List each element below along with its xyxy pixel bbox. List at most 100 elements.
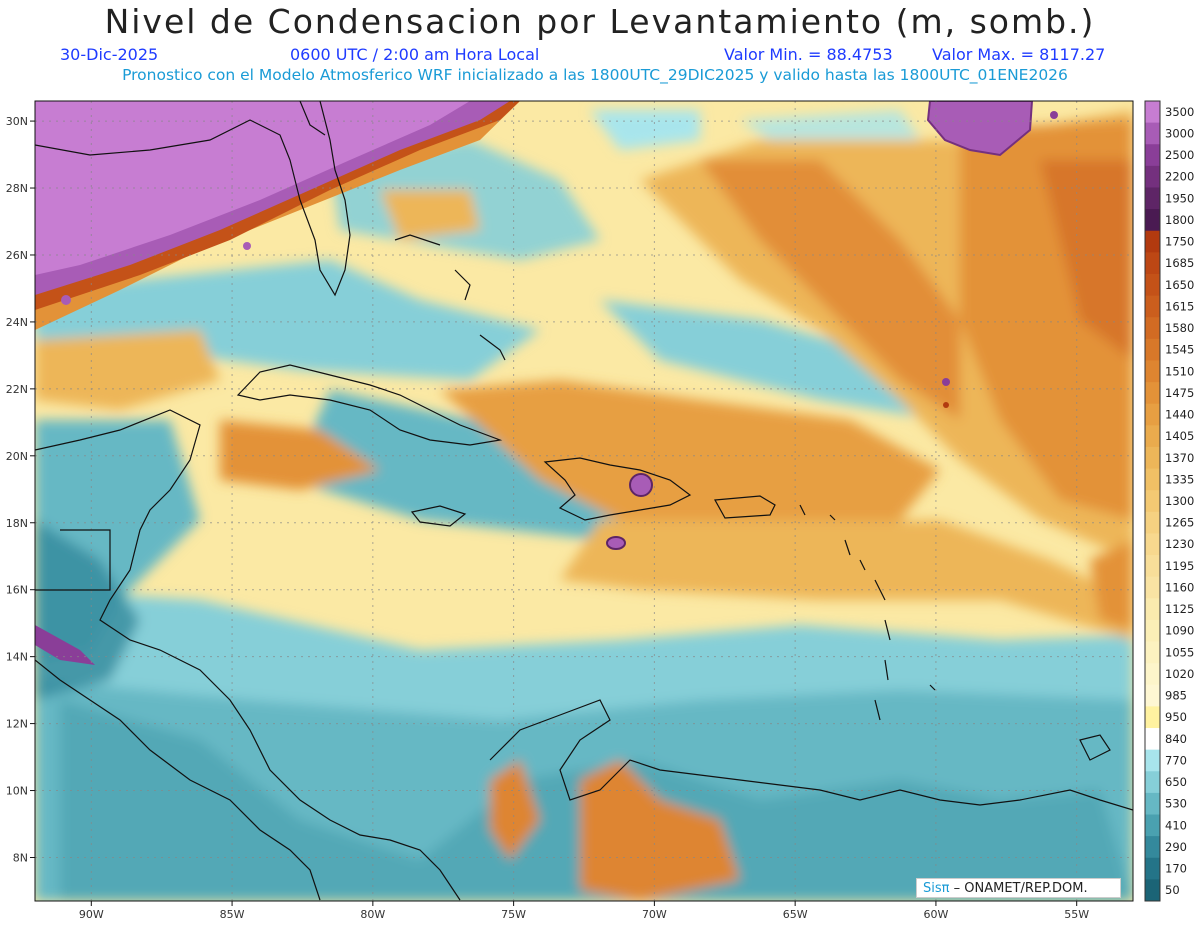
- lcl-shaded-field: [35, 101, 1133, 901]
- lat-tick-label: 8N: [13, 851, 28, 864]
- legend-label: 1685: [1165, 256, 1194, 270]
- legend-label: 1475: [1165, 386, 1194, 400]
- lat-tick-label: 22N: [6, 383, 28, 396]
- lat-tick-label: 18N: [6, 517, 28, 530]
- legend-label: 1125: [1165, 602, 1194, 616]
- legend-swatch: [1145, 684, 1160, 707]
- legend-label: 1750: [1165, 235, 1194, 249]
- legend-swatch: [1145, 209, 1160, 232]
- legend-label: 50: [1165, 883, 1180, 897]
- sispi-logo: Sisπ: [923, 881, 950, 896]
- legend-label: 410: [1165, 818, 1187, 832]
- legend-swatch: [1145, 814, 1160, 837]
- legend-label: 3000: [1165, 126, 1194, 140]
- legend-swatch: [1145, 749, 1160, 772]
- legend-label: 170: [1165, 862, 1187, 876]
- legend-label: 1650: [1165, 278, 1194, 292]
- lon-tick-label: 55W: [1064, 908, 1089, 921]
- legend-swatch: [1145, 187, 1160, 210]
- legend-swatch: [1145, 792, 1160, 816]
- legend-swatch: [1145, 555, 1160, 578]
- longitude-axis: 90W 85W 80W 75W 70W 65W 60W 55W: [79, 901, 1089, 921]
- legend-label: 1950: [1165, 191, 1194, 205]
- lat-tick-label: 30N: [6, 115, 28, 128]
- legend-swatch: [1145, 836, 1160, 859]
- legend-swatch: [1145, 468, 1160, 491]
- map-frame: [34, 100, 1134, 902]
- lon-tick-label: 65W: [783, 908, 808, 921]
- lat-tick-label: 12N: [6, 718, 28, 731]
- legend-swatch: [1145, 403, 1160, 426]
- date-label: 30-Dic-2025: [60, 45, 159, 64]
- legend-swatch: [1145, 230, 1160, 253]
- credit-box: Sisπ – ONAMET/REP.DOM.: [916, 878, 1121, 898]
- legend-label: 1545: [1165, 343, 1194, 357]
- legend-label: 1335: [1165, 472, 1194, 486]
- legend-label: 3500: [1165, 105, 1194, 119]
- legend-swatch: [1145, 771, 1160, 794]
- legend-swatch: [1145, 511, 1160, 534]
- latitude-axis: 30N 28N 26N 24N 22N 20N 18N 16N 14N 12N 10N 8N: [6, 115, 35, 864]
- legend-swatch: [1145, 144, 1160, 167]
- lon-tick-label: 60W: [923, 908, 948, 921]
- legend-swatch: [1145, 879, 1160, 902]
- legend-swatch: [1145, 663, 1160, 686]
- credit-separator: –: [953, 881, 965, 896]
- lon-tick-label: 90W: [79, 908, 104, 921]
- legend-label: 290: [1165, 840, 1187, 854]
- legend-swatch: [1145, 728, 1160, 751]
- lat-tick-label: 24N: [6, 316, 28, 329]
- graticule: [35, 101, 1133, 901]
- legend-label: 2500: [1165, 148, 1194, 162]
- lat-tick-label: 26N: [6, 249, 28, 262]
- min-value-label: Valor Min. = 88.4753: [724, 45, 893, 64]
- legend-label: 1300: [1165, 494, 1194, 508]
- legend-swatch: [1145, 641, 1160, 664]
- legend-label: 650: [1165, 775, 1187, 789]
- lat-tick-label: 28N: [6, 182, 28, 195]
- legend-swatch: [1145, 490, 1160, 513]
- lat-tick-label: 14N: [6, 651, 28, 664]
- legend-label: 1405: [1165, 429, 1194, 443]
- lon-tick-label: 75W: [501, 908, 526, 921]
- lat-tick-label: 20N: [6, 450, 28, 463]
- legend-label: 1265: [1165, 516, 1194, 530]
- legend-swatch: [1145, 295, 1160, 318]
- forecast-subtitle: Pronostico con el Modelo Atmosferico WRF…: [122, 66, 1068, 84]
- map-title: Nivel de Condensacion por Levantamiento …: [104, 2, 1096, 41]
- legend-swatch: [1145, 706, 1160, 729]
- coastlines: [35, 101, 1133, 901]
- legend-label: 1370: [1165, 451, 1194, 465]
- legend-frame: [1144, 100, 1161, 902]
- color-legend: 3500 3000 2500 2200 1950 1800 1750 1685 1650 1615…: [1144, 100, 1194, 902]
- legend-label: 950: [1165, 710, 1187, 724]
- time-label: 0600 UTC / 2:00 am Hora Local: [290, 45, 540, 64]
- legend-label: 530: [1165, 797, 1187, 811]
- legend-swatch: [1145, 446, 1160, 470]
- legend-label: 985: [1165, 689, 1187, 703]
- legend-swatch: [1145, 101, 1160, 124]
- legend-swatch: [1145, 317, 1160, 340]
- legend-swatch: [1145, 252, 1160, 275]
- legend-label: 1510: [1165, 364, 1194, 378]
- legend-swatch: [1145, 619, 1160, 643]
- legend-swatch: [1145, 382, 1160, 405]
- legend-swatch: [1145, 338, 1160, 361]
- lon-tick-label: 80W: [360, 908, 385, 921]
- legend-swatch: [1145, 273, 1160, 297]
- legend-label: 1160: [1165, 580, 1194, 594]
- legend-label: 1615: [1165, 299, 1194, 313]
- credit-text: ONAMET/REP.DOM.: [964, 881, 1088, 896]
- legend-label: 1580: [1165, 321, 1194, 335]
- legend-label: 1055: [1165, 645, 1194, 659]
- legend-swatch: [1145, 425, 1160, 448]
- lat-tick-label: 16N: [6, 584, 28, 597]
- lon-tick-label: 70W: [642, 908, 667, 921]
- legend-label: 1440: [1165, 408, 1194, 422]
- legend-label: 1020: [1165, 667, 1194, 681]
- legend-label: 840: [1165, 732, 1187, 746]
- legend-label: 770: [1165, 753, 1187, 767]
- legend-label: 1230: [1165, 537, 1194, 551]
- legend-label: 1090: [1165, 624, 1194, 638]
